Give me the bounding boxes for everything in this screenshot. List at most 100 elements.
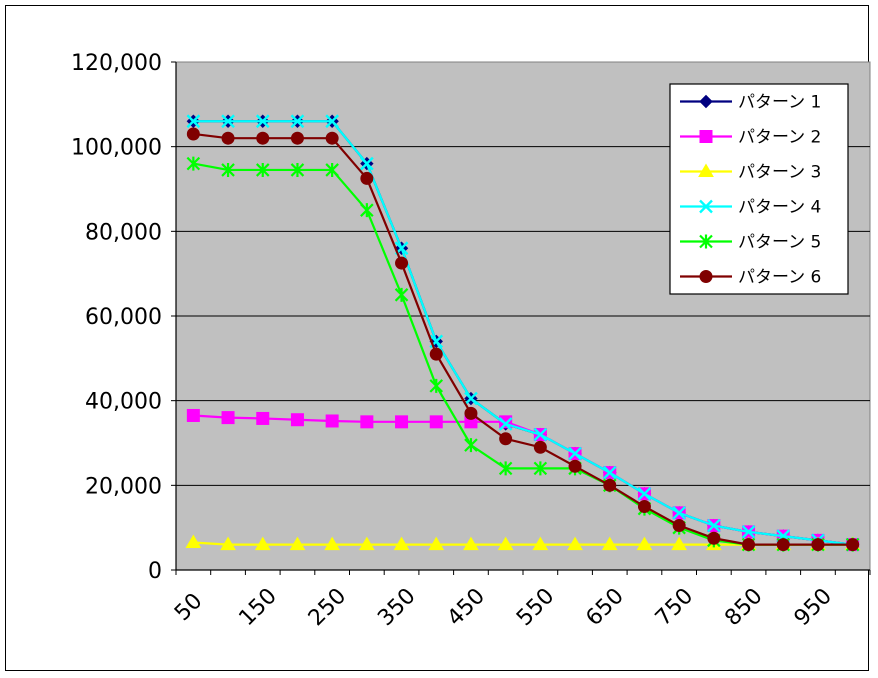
data-point bbox=[429, 378, 444, 393]
data-point bbox=[568, 459, 582, 473]
data-point bbox=[498, 417, 513, 431]
data-point bbox=[360, 171, 374, 185]
data-point bbox=[186, 156, 201, 171]
x-tick-label: 350 bbox=[373, 584, 420, 631]
data-point bbox=[567, 536, 583, 551]
data-point bbox=[429, 347, 443, 361]
data-point bbox=[255, 162, 270, 177]
x-tick-label: 250 bbox=[304, 584, 351, 631]
x-tick-label: 650 bbox=[581, 584, 628, 631]
y-tick-label: 120,000 bbox=[71, 51, 162, 76]
data-point bbox=[394, 287, 409, 302]
data-point bbox=[742, 538, 756, 552]
data-point bbox=[568, 446, 582, 461]
legend-label: パターン 6 bbox=[738, 268, 821, 288]
data-point bbox=[393, 536, 410, 551]
legend-item: パターン 6 bbox=[680, 268, 821, 288]
x-tick-label: 850 bbox=[720, 584, 767, 631]
data-point bbox=[464, 438, 478, 453]
legend-marker bbox=[699, 234, 713, 249]
data-point bbox=[186, 114, 201, 129]
data-point bbox=[846, 538, 860, 552]
data-point bbox=[221, 411, 235, 425]
data-point bbox=[360, 415, 374, 429]
y-tick-label: 0 bbox=[148, 559, 162, 584]
data-point bbox=[601, 536, 618, 551]
data-point bbox=[395, 256, 409, 270]
data-point bbox=[185, 534, 202, 548]
data-point bbox=[811, 538, 825, 552]
data-point bbox=[254, 536, 271, 551]
data-point bbox=[637, 500, 651, 513]
data-point bbox=[533, 461, 548, 476]
data-point bbox=[186, 127, 200, 141]
legend-item: パターン 2 bbox=[680, 128, 821, 148]
legend-item: パターン 1 bbox=[680, 93, 821, 113]
data-point bbox=[290, 413, 304, 427]
legend-box bbox=[669, 83, 849, 295]
data-point bbox=[428, 536, 445, 551]
data-point bbox=[636, 536, 653, 551]
data-point bbox=[672, 506, 686, 520]
legend-marker bbox=[699, 130, 713, 143]
data-point bbox=[498, 461, 513, 476]
data-point bbox=[289, 536, 306, 551]
data-point bbox=[707, 518, 721, 533]
legend-item: パターン 4 bbox=[680, 198, 821, 218]
data-point bbox=[776, 538, 790, 552]
data-point bbox=[325, 162, 339, 177]
data-point bbox=[360, 203, 374, 218]
data-point bbox=[360, 156, 374, 171]
y-tick-label: 40,000 bbox=[85, 390, 162, 415]
data-point bbox=[290, 114, 305, 129]
data-point bbox=[603, 478, 617, 492]
x-tick-label: 750 bbox=[651, 584, 698, 631]
legend-label: パターン 1 bbox=[738, 93, 821, 113]
data-point bbox=[497, 536, 514, 551]
legend-label: パターン 2 bbox=[738, 128, 821, 148]
data-point bbox=[256, 411, 270, 425]
x-tick-label: 950 bbox=[790, 584, 837, 631]
x-tick-label: 550 bbox=[512, 584, 559, 631]
data-point bbox=[464, 391, 478, 406]
data-point bbox=[324, 536, 341, 551]
x-tick-label: 50 bbox=[170, 589, 207, 626]
data-point bbox=[741, 525, 756, 539]
data-point bbox=[358, 536, 375, 551]
data-point bbox=[464, 406, 478, 420]
data-point bbox=[290, 162, 305, 177]
legend: パターン 1 パターン 2 パターン 3 パターン 4 パターン 5 パターン 6 bbox=[669, 83, 849, 295]
data-point bbox=[637, 486, 652, 501]
x-tick-label: 150 bbox=[234, 584, 281, 631]
series-6 bbox=[186, 127, 860, 552]
y-tick-label: 20,000 bbox=[85, 474, 162, 499]
data-point bbox=[533, 427, 548, 442]
data-point bbox=[463, 536, 479, 551]
legend-marker bbox=[698, 163, 714, 177]
y-tick-label: 100,000 bbox=[71, 136, 162, 161]
legend-marker bbox=[699, 94, 713, 109]
data-point bbox=[186, 408, 200, 422]
data-point bbox=[290, 131, 304, 145]
legend-label: パターン 3 bbox=[738, 163, 821, 183]
data-point bbox=[672, 519, 686, 533]
data-point bbox=[707, 531, 721, 545]
y-tick-label: 60,000 bbox=[85, 305, 162, 330]
y-tick-label: 80,000 bbox=[85, 220, 162, 245]
data-point bbox=[602, 465, 617, 480]
data-point bbox=[221, 162, 235, 177]
data-point bbox=[533, 440, 547, 454]
legend-item: パターン 5 bbox=[680, 233, 821, 253]
x-tick-label: 450 bbox=[443, 584, 490, 631]
data-point bbox=[395, 415, 409, 429]
data-point bbox=[221, 114, 235, 129]
data-point bbox=[429, 415, 443, 429]
data-point bbox=[256, 131, 270, 145]
data-point bbox=[532, 536, 549, 551]
legend-label: パターン 4 bbox=[738, 198, 821, 218]
legend-label: パターン 5 bbox=[738, 233, 821, 253]
legend-item: パターン 3 bbox=[680, 163, 821, 183]
legend-marker bbox=[699, 270, 713, 283]
data-point bbox=[671, 536, 688, 551]
